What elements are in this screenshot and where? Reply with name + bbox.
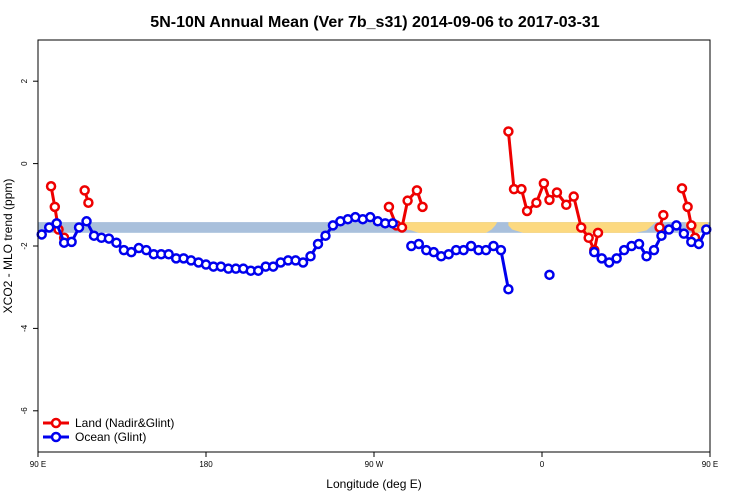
legend: Land (Nadir&Glint)Ocean (Glint) xyxy=(43,416,174,444)
land-point xyxy=(49,201,61,213)
land-point xyxy=(654,222,665,233)
land-point xyxy=(383,201,395,213)
ocean-point xyxy=(312,238,324,250)
legend-land-label: Land (Nadir&Glint) xyxy=(75,416,174,430)
land-series-line-5 xyxy=(680,187,697,239)
land-point xyxy=(561,199,572,211)
land-point xyxy=(411,185,423,196)
x-tick-label: 90 E xyxy=(30,460,46,469)
land-point xyxy=(45,181,57,192)
ocean-point xyxy=(663,224,675,235)
ocean-point xyxy=(253,265,264,276)
ocean-point xyxy=(480,244,492,256)
ocean-point xyxy=(458,244,469,256)
y-axis-label: XCO2 - MLO trend (ppm) xyxy=(1,179,15,314)
ocean-point xyxy=(589,246,600,258)
x-axis-label: Longitude (deg E) xyxy=(326,477,421,491)
ocean-point xyxy=(267,261,279,272)
land-point xyxy=(676,183,688,194)
ocean-point xyxy=(43,222,55,233)
ocean-point xyxy=(488,240,499,252)
ocean-point xyxy=(648,244,660,256)
land-point xyxy=(402,195,413,206)
legend-ocean-marker xyxy=(50,431,62,443)
ocean-point xyxy=(327,220,339,231)
land-point xyxy=(575,222,587,233)
ocean-point xyxy=(413,238,425,250)
ocean-point xyxy=(81,216,92,227)
ocean-point xyxy=(701,224,712,235)
ocean-point xyxy=(365,211,376,223)
ocean-point xyxy=(503,284,514,295)
ocean-point xyxy=(641,251,652,262)
x-axis: 90 E 180 90 W 0 90 E xyxy=(30,452,718,469)
land-point xyxy=(538,178,550,189)
ocean-point xyxy=(443,248,454,260)
x-tick-label: 0 xyxy=(540,460,545,469)
ocean-point xyxy=(66,236,77,248)
ocean-point xyxy=(163,248,174,260)
ocean-point xyxy=(611,253,622,264)
x-tick-label: 90 E xyxy=(702,460,718,469)
x-tick-label: 90 W xyxy=(365,460,384,469)
ocean-point xyxy=(544,269,555,281)
ocean-point xyxy=(387,218,398,229)
ocean-point xyxy=(603,257,615,268)
ocean-point xyxy=(618,244,630,256)
reference-band xyxy=(38,222,710,233)
land-point xyxy=(531,197,542,208)
land-point xyxy=(658,209,669,221)
legend-ocean-label: Ocean (Glint) xyxy=(75,430,146,444)
land-point xyxy=(396,222,408,233)
land-point xyxy=(521,205,533,217)
y-tick-label: -2 xyxy=(20,242,29,250)
land-point xyxy=(417,201,428,213)
ocean-point xyxy=(305,251,316,262)
ocean-point xyxy=(36,229,47,240)
ocean-point xyxy=(141,244,152,256)
plot-area xyxy=(36,126,712,295)
ocean-point xyxy=(51,218,62,229)
land-point xyxy=(516,183,527,195)
land-point xyxy=(544,194,555,206)
ocean-point xyxy=(633,238,645,250)
ocean-point xyxy=(428,246,439,258)
land-point xyxy=(686,220,697,231)
land-point xyxy=(568,191,579,202)
legend-land-marker xyxy=(50,417,62,429)
y-tick-label: -4 xyxy=(20,324,29,332)
y-tick-label: 0 xyxy=(20,161,29,166)
ocean-point xyxy=(111,237,122,248)
ocean-point xyxy=(297,257,309,268)
ocean-point xyxy=(596,253,607,264)
x-tick-label: 180 xyxy=(199,460,213,469)
ocean-point xyxy=(693,238,705,250)
chart-title: 5N-10N Annual Mean (Ver 7b_s31) 2014-09-… xyxy=(150,14,600,31)
ocean-point xyxy=(671,220,682,231)
ocean-point xyxy=(126,246,137,258)
land-point xyxy=(503,126,514,137)
ocean-point xyxy=(656,230,667,241)
ocean-point xyxy=(320,230,331,241)
land-point xyxy=(79,185,90,196)
land-point xyxy=(583,232,594,244)
ocean-point xyxy=(495,244,507,256)
ocean-point xyxy=(73,222,85,233)
land-point xyxy=(592,227,604,239)
land-point xyxy=(83,197,94,208)
y-tick-label: -6 xyxy=(20,407,29,415)
ocean-point xyxy=(678,228,690,239)
y-tick-label: 2 xyxy=(20,78,29,83)
ocean-point xyxy=(103,233,115,244)
land-point xyxy=(551,187,563,198)
y-axis: 2 0 -2 -4 -6 xyxy=(20,78,38,414)
land-point xyxy=(682,201,693,213)
ocean-point xyxy=(465,240,477,252)
